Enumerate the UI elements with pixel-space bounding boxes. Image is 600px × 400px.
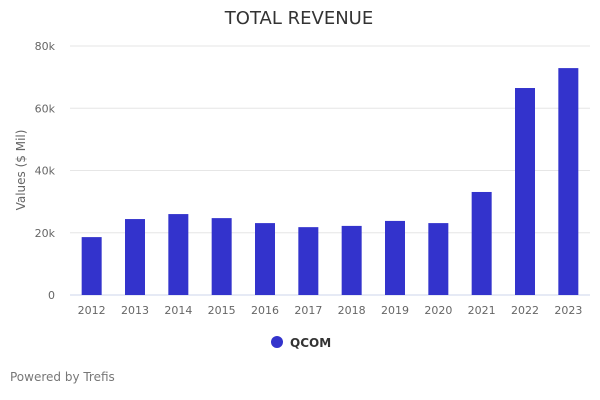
bar-2023[interactable] [558,68,579,295]
bar-2017[interactable] [298,227,319,295]
x-tick-label: 2018 [338,304,366,317]
bar-2019[interactable] [385,220,405,295]
bar-2020[interactable] [428,223,449,295]
y-tick-label: 60k [35,102,56,115]
legend-marker-qcom [271,336,283,348]
y-tick-label: 40k [35,165,56,178]
bar-2018[interactable] [341,225,362,295]
x-tick-label: 2016 [251,304,279,317]
bar-2012[interactable] [81,237,102,295]
x-tick-label: 2020 [424,304,452,317]
y-tick-label: 20k [35,227,56,240]
x-tick-label: 2012 [78,304,106,317]
x-tick-label: 2023 [554,304,582,317]
bar-2022[interactable] [515,88,535,295]
legend-label-qcom: QCOM [290,336,331,350]
x-tick-label: 2017 [294,304,322,317]
x-tick-label: 2013 [121,304,149,317]
bar-2015[interactable] [211,218,232,295]
chart-title: TOTAL REVENUE [224,8,373,29]
x-tick-label: 2021 [468,304,496,317]
x-tick-label: 2022 [511,304,539,317]
y-tick-label: 0 [48,289,55,302]
x-tick-label: 2015 [208,304,236,317]
y-axis-label: Values ($ Mil) [14,130,28,211]
powered-by-credit[interactable]: Powered by Trefis [10,370,115,384]
bar-2014[interactable] [168,214,189,295]
legend[interactable]: QCOM [271,336,331,350]
bar-2013[interactable] [125,219,145,295]
x-tick-label: 2019 [381,304,409,317]
x-tick-label: 2014 [164,304,192,317]
y-tick-label: 80k [35,40,56,53]
bar-2016[interactable] [255,223,275,295]
bar-2021[interactable] [471,191,492,295]
